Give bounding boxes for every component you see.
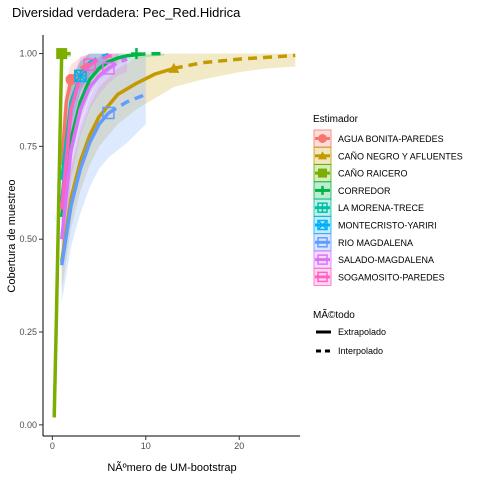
line-extrapolated-sogamosito-paredes [88,52,119,67]
line-interpolated-salado-magdalena [59,67,110,240]
band-sogamosito-paredes [61,53,118,240]
ref-point-agua-bonita-paredes [65,74,77,86]
legend-item-cano-raicero: CAÑO RAICERO [313,164,408,183]
x-tick-label: 20 [234,441,244,451]
ref-point-cano-negro-y-afluentes [168,62,180,73]
y-tick-label: 0.25 [19,327,37,337]
y-tick-label: 0.00 [19,420,37,430]
legend-method-items: Extrapolado Interpolado [316,327,386,356]
legend-method-label: Interpolado [338,346,383,356]
legend-label-montecristo-yariri: MONTECRISTO-YARIRI [338,221,437,231]
legend-symbol-rio-magdalena [317,237,328,248]
y-tick-label: 1.00 [19,49,37,59]
legend-symbol-salado-magdalena [317,254,328,265]
line-interpolated-cano-negro-y-afluentes [59,66,175,262]
legend-label-sogamosito-paredes: SOGAMOSITO-PAREDES [338,272,445,282]
x-tick-label: 10 [141,441,151,451]
legend-label-corredor: CORREDOR [338,186,391,196]
legend-label-cano-raicero: CAÑO RAICERO [338,169,408,179]
legend-symbol-cano-raicero [318,168,327,178]
line-extrapolated-rio-magdalena [107,92,147,115]
y-tick-label: 0.50 [19,234,37,244]
legend-symbol-sogamosito-paredes [317,271,328,283]
legend-label-salado-magdalena: SALADO-MAGDALENA [338,255,434,265]
line-interpolated-corredor [59,52,137,218]
legend: Estimador AGUA BONITA-PAREDES CAÑO NEGRO … [313,114,463,356]
legend-item-agua-bonita-paredes: AGUA BONITA-PAREDES [313,129,444,148]
ref-point-montecristo-yariri [74,69,87,83]
legend-label-la-morena-trece: LA MORENA-TRECE [338,203,424,213]
legend-method-interpolado: Interpolado [316,346,383,356]
ref-point-cano-raicero [56,48,68,60]
chart-title: Diversidad verdadera: Pec_Red.Hidrica [12,5,241,20]
legend-item-rio-magdalena: RIO MAGDALENA [313,233,413,252]
y-axis-title: Cobertura de muestreo [6,179,18,292]
legend-symbol-corredor [318,185,327,195]
band-cano-negro-y-afluentes [61,53,296,292]
legend-symbol-cano-negro-y-afluentes [318,151,327,160]
y-tick-label: 0.75 [19,141,37,151]
line-interpolated-cano-raicero [52,53,64,418]
legend-item-montecristo-yariri: MONTECRISTO-YARIRI [313,216,437,234]
legend-item-cano-negro-y-afluentes: CAÑO NEGRO Y AFLUENTES [313,146,463,165]
legend-symbol-montecristo-yariri [317,219,328,231]
line-extrapolated-cano-negro-y-afluentes [173,53,296,71]
legend-label-cano-negro-y-afluentes: CAÑO NEGRO Y AFLUENTES [338,151,463,161]
legend-symbol-la-morena-trece [317,202,328,213]
legend-label-agua-bonita-paredes: AGUA BONITA-PAREDES [338,134,444,144]
band-corredor [61,53,165,240]
legend-item-la-morena-trece: LA MORENA-TRECE [313,198,424,217]
ref-point-corredor [130,48,142,60]
reference-points [56,48,180,120]
legend-label-rio-magdalena: RIO MAGDALENA [338,238,413,248]
axes [42,35,300,437]
legend-item-sogamosito-paredes: SOGAMOSITO-PAREDES [313,267,445,286]
ref-point-salado-magdalena [102,62,115,75]
legend-method-title: MÃ©todo [313,308,355,321]
legend-symbol-agua-bonita-paredes [318,134,327,143]
legend-item-salado-magdalena: SALADO-MAGDALENA [313,250,434,269]
ref-point-rio-magdalena [102,106,115,120]
line-interpolated-rio-magdalena [59,111,110,266]
x-tick-label: 0 [50,441,55,451]
legend-method-extrapolado: Extrapolado [316,327,386,337]
legend-items: AGUA BONITA-PAREDES CAÑO NEGRO Y AFLUENTE… [313,129,463,286]
x-axis-title: NÃºmero de UM-bootstrap [107,461,236,474]
ref-point-sogamosito-paredes [83,58,96,71]
axis-ticks: 0 10 20 0.00 0.25 0.50 0.75 1.00 [19,49,244,451]
legend-method-label: Extrapolado [338,327,386,337]
legend-item-corredor: CORREDOR [313,181,391,200]
band-rio-magdalena [61,57,146,303]
line-interpolated-agua-bonita-paredes [59,79,73,166]
line-extrapolated-salado-magdalena [107,57,128,70]
legend-title: Estimador [313,114,359,125]
